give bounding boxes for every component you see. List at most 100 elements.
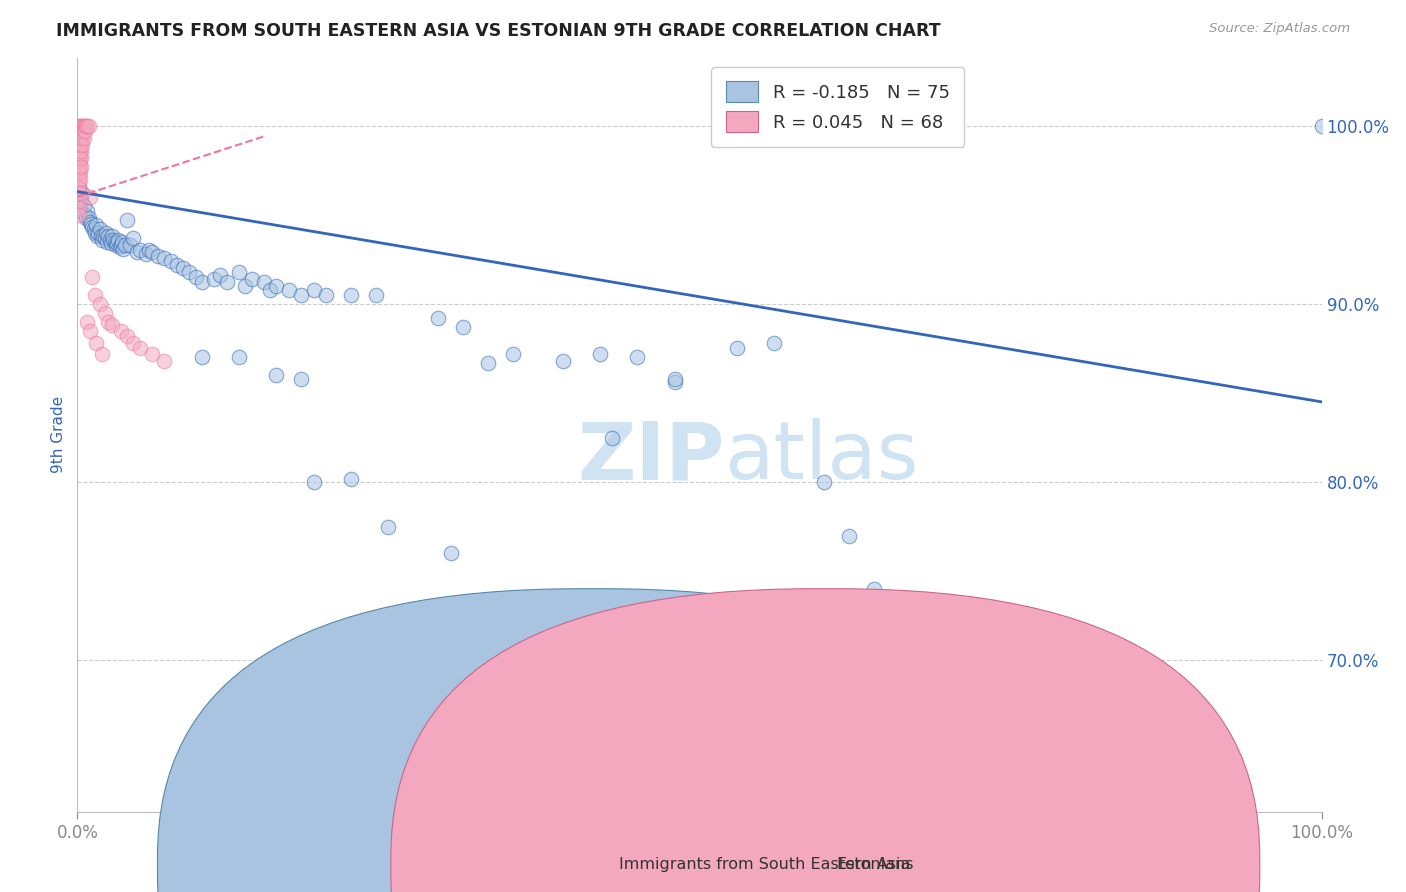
Point — [72, 119, 94, 133]
Point — [67, 181, 90, 195]
Point — [90, 229, 112, 244]
Point — [290, 288, 312, 302]
Point — [84, 219, 107, 233]
Point — [114, 238, 136, 252]
Point — [67, 122, 90, 136]
Point — [664, 376, 686, 390]
Point — [89, 297, 111, 311]
Point — [101, 318, 124, 333]
Point — [67, 194, 90, 208]
Legend: R = -0.185   N = 75, R = 0.045   N = 68: R = -0.185 N = 75, R = 0.045 N = 68 — [711, 67, 965, 146]
Point — [67, 186, 90, 201]
Point — [118, 238, 141, 252]
Point — [69, 165, 91, 179]
Point — [97, 315, 120, 329]
Point — [763, 336, 786, 351]
Point — [67, 176, 90, 190]
Point — [72, 186, 94, 201]
Point — [75, 211, 97, 226]
Point — [72, 131, 94, 145]
Point — [93, 229, 115, 244]
Point — [69, 190, 91, 204]
Point — [104, 235, 127, 249]
Point — [191, 351, 214, 365]
Point — [302, 283, 325, 297]
Point — [73, 119, 96, 133]
Point — [96, 235, 118, 249]
Point — [79, 215, 101, 229]
Point — [83, 288, 105, 302]
Point — [91, 233, 114, 247]
Point — [70, 151, 93, 165]
Point — [172, 261, 194, 276]
Point — [153, 354, 176, 368]
Point — [477, 356, 499, 370]
Point — [110, 238, 132, 252]
Point — [93, 231, 115, 245]
Point — [233, 279, 256, 293]
Point — [105, 236, 128, 251]
Point — [67, 149, 90, 163]
Point — [97, 229, 120, 244]
Point — [166, 258, 188, 272]
Point — [887, 119, 910, 133]
Point — [67, 136, 90, 151]
Point — [72, 138, 94, 153]
Point — [340, 471, 363, 485]
Point — [502, 347, 524, 361]
Point — [153, 251, 176, 265]
Point — [69, 158, 91, 172]
Point — [259, 283, 281, 297]
Point — [191, 276, 214, 290]
Point — [551, 354, 574, 368]
Point — [69, 145, 91, 160]
Point — [67, 133, 90, 147]
Point — [70, 194, 93, 208]
Point — [266, 368, 288, 383]
Point — [1310, 119, 1333, 133]
Point — [138, 244, 160, 258]
Point — [184, 270, 207, 285]
Point — [72, 119, 94, 133]
Text: IMMIGRANTS FROM SOUTH EASTERN ASIA VS ESTONIAN 9TH GRADE CORRELATION CHART: IMMIGRANTS FROM SOUTH EASTERN ASIA VS ES… — [56, 22, 941, 40]
Point — [103, 233, 125, 247]
Point — [82, 220, 104, 235]
Point — [77, 211, 100, 226]
Point — [440, 546, 463, 560]
Point — [67, 140, 90, 154]
Point — [86, 229, 108, 244]
Point — [128, 342, 150, 356]
Point — [67, 208, 90, 222]
Point — [912, 119, 935, 133]
Point — [67, 129, 90, 144]
Text: Immigrants from South Eastern Asia: Immigrants from South Eastern Asia — [619, 857, 910, 872]
Point — [67, 119, 90, 133]
Point — [340, 288, 363, 302]
Point — [101, 229, 124, 244]
Point — [141, 347, 163, 361]
Point — [67, 201, 90, 215]
Point — [108, 240, 131, 254]
Point — [277, 283, 299, 297]
Point — [67, 160, 90, 174]
Text: atlas: atlas — [724, 418, 918, 497]
Point — [69, 138, 91, 153]
Point — [70, 160, 93, 174]
Point — [107, 233, 129, 247]
Point — [94, 226, 117, 240]
Point — [141, 245, 163, 260]
Point — [83, 222, 105, 236]
Point — [69, 119, 91, 133]
Point — [69, 151, 91, 165]
Point — [70, 129, 93, 144]
Point — [72, 124, 94, 138]
Point — [84, 336, 107, 351]
Point — [79, 190, 101, 204]
Point — [70, 144, 93, 158]
Point — [89, 222, 111, 236]
Point — [72, 199, 94, 213]
Point — [427, 311, 450, 326]
Point — [112, 242, 135, 256]
Point — [72, 131, 94, 145]
Text: ZIP: ZIP — [576, 418, 724, 497]
